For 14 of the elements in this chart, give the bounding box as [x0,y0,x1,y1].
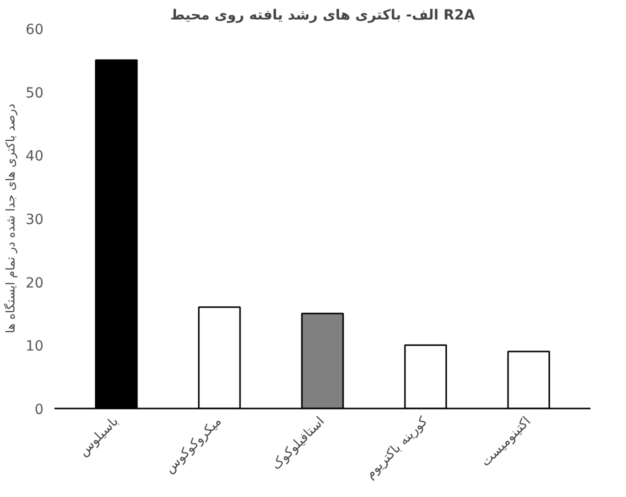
x-tick-label: باسیلوس [76,414,122,460]
x-tick-label: اکتینومیست [478,414,534,470]
y-tick-label: 20 [26,275,44,292]
y-tick-label: 30 [26,212,44,228]
x-tick-label: کورینه باکتریوم [362,414,432,482]
y-tick-label: 10 [26,338,44,355]
x-tick-label: میکروکوکوس [162,414,225,477]
y-tick-label: 0 [34,402,44,418]
y-tick-label: 40 [26,148,44,165]
y-tick-label: 60 [26,22,44,38]
y-tick-label: 50 [26,85,44,102]
x-tick-label: استافیلوکوک [269,414,328,473]
y-axis-title: درصد باکتری های جدا شده در تمام ایستگاه ها [4,104,18,334]
chart-title: الف- باکتری های رشد یافته روی محیط R2A [170,8,475,24]
